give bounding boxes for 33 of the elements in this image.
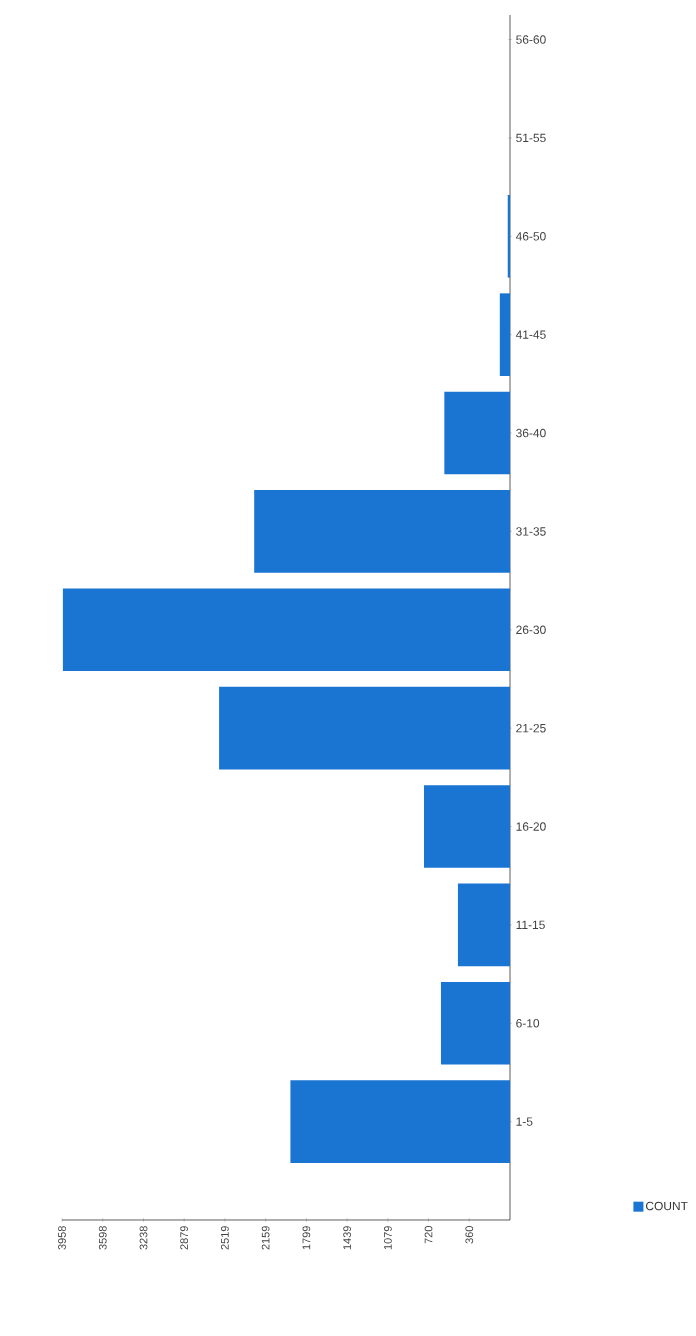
x-tick-label: 2159 (261, 1226, 270, 1250)
x-tick-label: 3238 (139, 1226, 148, 1250)
x-tick-label: 360 (465, 1226, 474, 1244)
y-tick-label: 56-60 (516, 35, 546, 44)
x-tick-label: 2879 (180, 1226, 189, 1250)
y-tick-label: 31-35 (516, 527, 546, 536)
bar (444, 391, 511, 475)
y-tick-label: 46-50 (515, 232, 546, 241)
y-tick-label: 11-15 (516, 920, 545, 930)
y-tick-label: 21-25 (516, 723, 546, 733)
y-tick-label: 1-5 (516, 1117, 533, 1126)
bar (440, 981, 511, 1065)
bar (290, 1080, 511, 1163)
x-tick-label: 1439 (343, 1226, 352, 1250)
bar (219, 686, 511, 770)
y-tick-label: 16-20 (516, 822, 546, 831)
bar (423, 785, 511, 868)
x-tick-label: 1799 (302, 1226, 311, 1250)
x-tick-label: 3958 (58, 1226, 66, 1250)
bar (62, 588, 511, 672)
y-tick-label: 51-55 (516, 133, 546, 143)
y-tick-label: 41-45 (515, 330, 546, 339)
bar (499, 293, 511, 376)
bar (254, 490, 511, 573)
x-tick-label: 3598 (98, 1226, 107, 1250)
x-tick-label: 1079 (384, 1226, 392, 1250)
y-tick-label: 36-40 (516, 428, 546, 438)
bar (457, 883, 511, 967)
y-tick-label: 26-30 (516, 625, 546, 635)
legend-label: COUNT (646, 1201, 688, 1211)
y-tick-label: 6-10 (516, 1019, 540, 1028)
x-tick-label: 720 (424, 1226, 433, 1244)
x-tick-label: 2519 (221, 1226, 229, 1250)
